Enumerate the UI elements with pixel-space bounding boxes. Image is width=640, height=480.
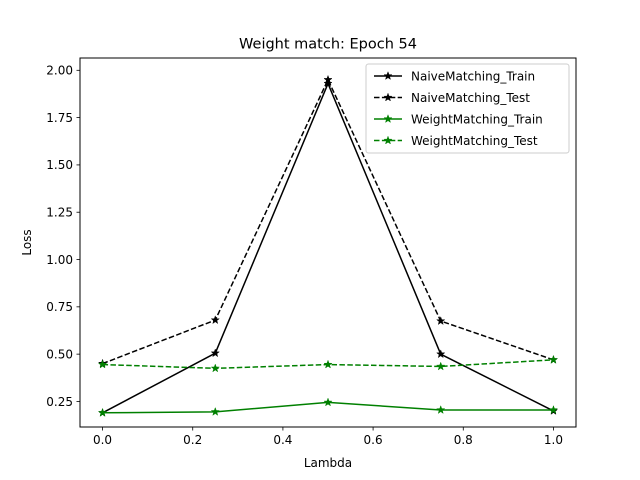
- x-axis: 0.0 0.2 0.4 0.6 0.8 1.0: [93, 427, 563, 447]
- series-layer: [97, 74, 559, 417]
- legend-marker: [383, 71, 393, 81]
- data-point: [323, 74, 333, 84]
- legend-label: NaiveMatching_Test: [411, 91, 530, 105]
- data-point: [210, 348, 220, 358]
- y-tick-label: 0.75: [46, 300, 73, 314]
- x-tick-label: 0.2: [183, 433, 202, 447]
- data-point: [436, 349, 446, 359]
- legend-label: WeightMatching_Test: [411, 134, 538, 148]
- legend-marker: [383, 135, 393, 145]
- y-tick-label: 1.00: [46, 253, 73, 267]
- legend-marker: [383, 114, 393, 124]
- x-tick-label: 0.6: [364, 433, 383, 447]
- y-tick-label: 2.00: [46, 64, 73, 78]
- data-point: [97, 407, 108, 417]
- y-tick-label: 1.25: [46, 206, 73, 220]
- legend-entry: NaiveMatching_Train: [374, 69, 535, 83]
- y-tick-label: 0.50: [46, 347, 73, 361]
- y-tick-label: 1.50: [46, 158, 73, 172]
- data-point: [323, 359, 333, 369]
- x-tick-label: 0.8: [454, 433, 473, 447]
- data-point: [97, 359, 108, 369]
- series-WeightMatching_Train: [97, 397, 559, 417]
- x-tick-label: 1.0: [544, 433, 563, 447]
- legend-entry: NaiveMatching_Test: [374, 91, 530, 105]
- series-line: [102, 79, 554, 365]
- data-point: [436, 316, 446, 326]
- chart-title: Weight match: Epoch 54: [239, 37, 417, 53]
- data-point: [548, 354, 559, 364]
- data-point: [210, 406, 220, 416]
- y-axis: 0.25 0.50 0.75 1.00 1.25 1.50 1.75 2.00: [46, 64, 80, 409]
- legend-entry: WeightMatching_Train: [374, 112, 543, 126]
- series-WeightMatching_Test: [97, 354, 559, 373]
- legend: NaiveMatching_Train NaiveMatching_Test Wei…: [365, 63, 570, 154]
- legend-marker: [383, 92, 393, 102]
- data-point: [323, 78, 333, 88]
- data-point: [323, 397, 333, 407]
- y-axis-title: Loss: [20, 229, 34, 255]
- x-axis-title: Lambda: [304, 456, 352, 470]
- plot-frame: [79, 57, 577, 428]
- y-tick-label: 1.75: [46, 111, 73, 125]
- data-point: [436, 405, 446, 414]
- y-tick-label: 0.25: [46, 395, 73, 409]
- x-tick-label: 0.4: [273, 433, 292, 447]
- legend-entry: WeightMatching_Test: [374, 134, 538, 148]
- x-tick-label: 0.0: [93, 433, 112, 447]
- data-point: [210, 315, 220, 325]
- data-point: [436, 361, 446, 371]
- legend-label: WeightMatching_Train: [411, 112, 543, 126]
- data-point: [210, 363, 220, 373]
- legend-label: NaiveMatching_Train: [411, 69, 535, 83]
- data-point: [548, 405, 559, 414]
- legend-box: [365, 63, 570, 154]
